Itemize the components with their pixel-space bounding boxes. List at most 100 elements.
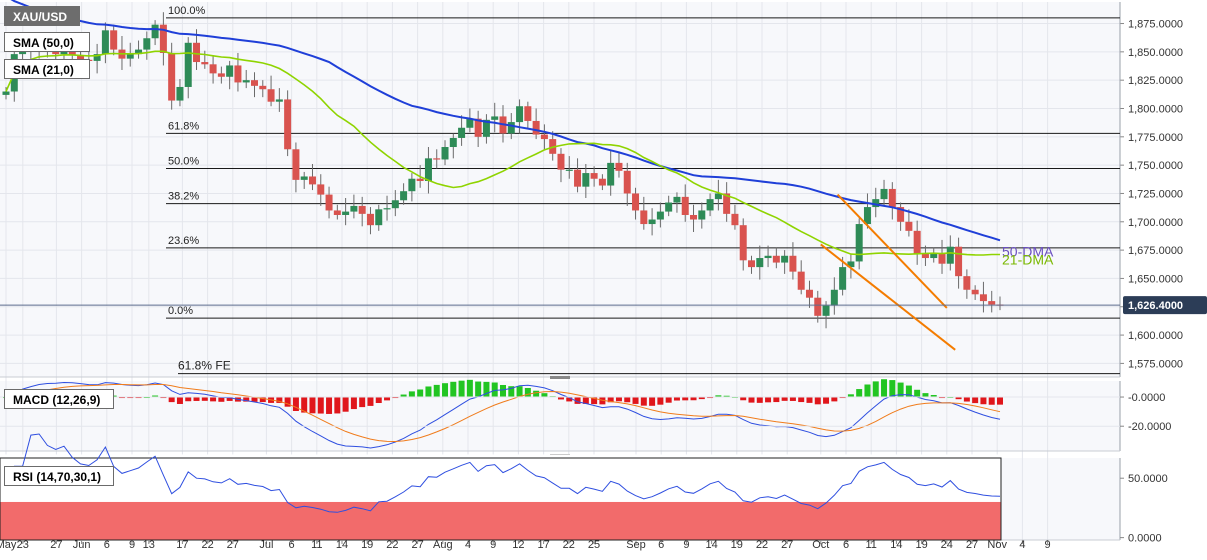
macd-hist-neg [591, 397, 598, 405]
candle-bull [880, 188, 888, 200]
x-tick-label: 27 [227, 539, 239, 551]
candle-bear [366, 213, 374, 226]
macd-signal-line [5, 384, 1001, 443]
candle-bear [897, 207, 905, 222]
price-tick-label: 1,800.0000 [1128, 103, 1183, 115]
candle-bear [632, 193, 640, 211]
x-tick-label: 11 [311, 539, 322, 551]
candle-bear [540, 134, 548, 140]
candle-bull [458, 127, 466, 138]
candle-bear [168, 52, 176, 101]
fib-label: 0.0% [168, 305, 193, 317]
candle-bull [143, 38, 151, 50]
macd-hist-neg [682, 397, 689, 401]
macd-hist-pos [433, 384, 440, 398]
candle-bear [905, 221, 913, 231]
macd-hist-neg [665, 397, 672, 403]
candle-bear [913, 230, 921, 254]
candle-bear [805, 289, 813, 298]
macd-hist-neg [259, 397, 266, 403]
price-tick-label: 1,575.0000 [1128, 358, 1183, 370]
macd-hist-pos [872, 381, 879, 398]
macd-hist-neg [814, 397, 821, 405]
x-tick-label: Nov [987, 539, 1007, 551]
macd-hist-pos [417, 389, 424, 398]
candle-bear [52, 51, 60, 55]
x-tick-label: 9 [129, 539, 135, 551]
macd-hist-pos [881, 379, 888, 398]
candle-bull [176, 86, 184, 101]
candle-bull [383, 208, 391, 210]
macd-hist-pos [450, 381, 457, 398]
rsi-line [5, 433, 1001, 513]
candle-bear [640, 210, 648, 225]
x-tick-label: 4 [1019, 539, 1025, 551]
x-tick-label: 23 [17, 539, 29, 551]
candle-bull [135, 49, 143, 55]
candle-bull [300, 176, 308, 180]
candle-bull [855, 224, 863, 262]
macd-hist-neg [798, 397, 805, 403]
macd-hist-neg [566, 397, 573, 402]
macd-hist-neg [557, 397, 564, 400]
macd-hist-pos [889, 380, 896, 398]
x-tick-label: May [0, 539, 17, 551]
macd-hist-pos [425, 386, 432, 398]
macd-hist-neg [276, 397, 283, 403]
candle-bear [772, 255, 780, 263]
rsi-label-text: RSI (14,70,30,1) [13, 470, 102, 484]
rsi-tick-label: 0.0000 [1128, 533, 1162, 545]
price-tick-label: 1,725.0000 [1128, 188, 1183, 200]
x-tick-label: 6 [289, 539, 295, 551]
x-tick-label: 22 [201, 539, 213, 551]
price-tick-label: 1,650.0000 [1128, 273, 1183, 285]
macd-hist-neg [690, 397, 697, 401]
candle-bull [781, 255, 789, 263]
candle-bear [284, 99, 292, 150]
last-price-value: 1,626.4000 [1128, 300, 1183, 312]
macd-label[interactable]: MACD (12,26,9) [4, 389, 114, 409]
macd-hist-neg [243, 397, 250, 402]
sma50-label[interactable]: SMA (50,0) [4, 32, 90, 52]
candle-bull [482, 119, 490, 137]
rsi-tick-label: 50.0000 [1128, 473, 1168, 485]
macd-hist-pos [541, 393, 548, 398]
macd-hist-neg [375, 397, 382, 404]
macd-hist-neg [673, 397, 680, 401]
candle-bear [598, 178, 606, 186]
macd-hist-neg [765, 397, 772, 403]
candle-bear [955, 246, 963, 277]
candle-bull [656, 211, 664, 220]
macd-hist-pos [922, 393, 929, 398]
price-tick-label: 1,825.0000 [1128, 75, 1183, 87]
candle-bear [739, 225, 747, 261]
candle-bull [872, 199, 880, 208]
candle-bear [433, 158, 441, 160]
macd-hist-neg [582, 397, 589, 404]
macd-hist-neg [317, 397, 324, 414]
channel-upper [836, 193, 948, 309]
sma21-label[interactable]: SMA (21,0) [4, 59, 90, 79]
macd-hist-neg [773, 397, 780, 403]
candle-bear [623, 170, 631, 194]
candle-bear [77, 55, 85, 60]
rsi-frame [0, 457, 1002, 541]
sma50-line [10, 0, 1001, 242]
candle-bear [532, 120, 540, 135]
candle-bull [184, 42, 192, 87]
rsi-label[interactable]: RSI (14,70,30,1) [4, 466, 114, 486]
macd-hist-neg [980, 397, 987, 405]
candle-bear [590, 173, 598, 179]
candle-bull [516, 106, 524, 123]
candle-bear [259, 85, 267, 90]
candle-bear [251, 80, 258, 86]
candle-bear [201, 62, 209, 65]
macd-hist-neg [218, 397, 225, 402]
candle-bear [748, 260, 755, 268]
price-tick-label: 1,775.0000 [1128, 132, 1183, 144]
macd-hist-neg [831, 397, 838, 402]
x-tick-label: 13 [143, 539, 155, 551]
macd-tick-label: -20.0000 [1128, 421, 1171, 433]
x-tick-label: 25 [588, 539, 600, 551]
